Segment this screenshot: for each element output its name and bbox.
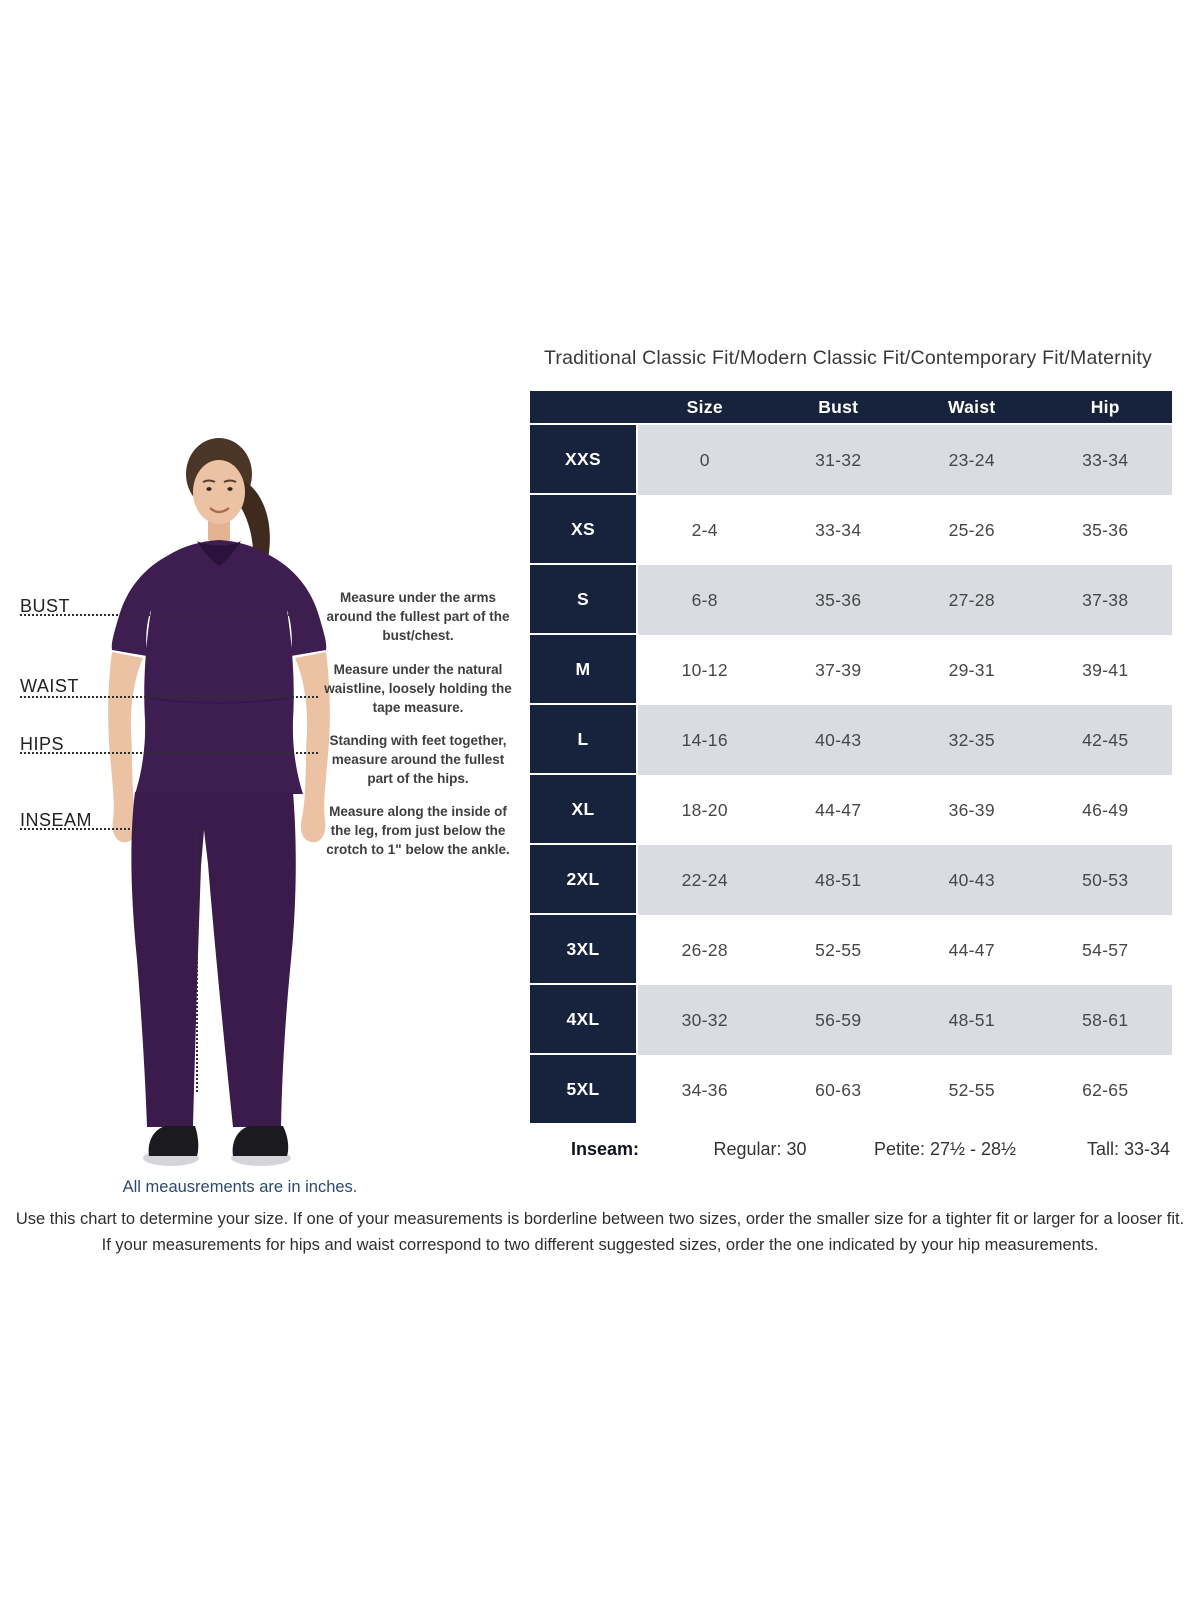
cell-hip: 37-38 — [1038, 565, 1172, 635]
waist-measure-line — [20, 696, 318, 698]
column-header-waist: Waist — [947, 396, 996, 417]
inseam-label: Inseam: — [570, 1138, 640, 1159]
column-header-bust: Bust — [818, 396, 859, 417]
table-row: M 10-12 37-39 29-31 39-41 — [530, 635, 1172, 705]
cell-size: 14-16 — [638, 705, 772, 775]
table-row: 4XL 30-32 56-59 48-51 58-61 — [530, 985, 1172, 1055]
table-row: XS 2-4 33-34 25-26 35-36 — [530, 495, 1172, 565]
cell-bust: 40-43 — [771, 705, 905, 775]
cell-waist: 44-47 — [948, 939, 995, 960]
row-label: 3XL — [530, 915, 638, 985]
instruction-inseam: Measure along the inside of the leg, fro… — [326, 804, 510, 857]
row-label: XXS — [530, 425, 638, 495]
cell-bust: 31-32 — [771, 425, 905, 495]
cell-size: 34-36 — [681, 1079, 728, 1100]
bust-measure-line — [20, 614, 318, 616]
cell-size: 10-12 — [681, 659, 728, 680]
footnote: Use this chart to determine your size. I… — [0, 1206, 1200, 1258]
table-row: 2XL 22-24 48-51 40-43 50-53 — [530, 845, 1172, 915]
label-inseam: INSEAM — [20, 810, 93, 830]
cell-waist: 52-55 — [948, 1079, 995, 1100]
cell-bust: 35-36 — [771, 565, 905, 635]
inseam-row: Inseam: Regular: 30 Petite: 27½ - 28½ Ta… — [530, 1127, 1172, 1171]
cell-size: 26-28 — [681, 939, 728, 960]
footnote-line-1: Use this chart to determine your size. I… — [15, 1210, 1185, 1228]
cell-waist: 36-39 — [948, 799, 995, 820]
cell-size: 22-24 — [638, 845, 772, 915]
row-label: M — [530, 635, 638, 705]
label-hips: HIPS — [20, 734, 65, 754]
cell-bust: 44-47 — [815, 799, 862, 820]
inseam-measure-line — [20, 828, 142, 830]
cell-bust: 60-63 — [815, 1079, 862, 1100]
size-table: Size Bust Waist Hip XXS 0 31-32 23-24 33… — [530, 391, 1172, 1171]
label-waist: WAIST — [20, 676, 79, 696]
table-row: S 6-8 35-36 27-28 37-38 — [530, 565, 1172, 635]
row-label: 4XL — [530, 985, 638, 1055]
cell-bust: 37-39 — [815, 659, 862, 680]
cell-hip: 33-34 — [1038, 425, 1172, 495]
cell-hip: 54-57 — [1082, 939, 1129, 960]
instruction-bust: Measure under the arms around the fulles… — [326, 590, 510, 643]
inseam-tall: Tall: 33-34 — [1086, 1138, 1170, 1159]
table-row: 5XL 34-36 60-63 52-55 62-65 — [530, 1055, 1172, 1125]
model-illustration — [108, 438, 330, 1166]
header-spacer — [530, 391, 638, 423]
cell-hip: 46-49 — [1082, 799, 1129, 820]
model-figure — [85, 430, 350, 1170]
row-label: 5XL — [530, 1055, 638, 1125]
row-label: 2XL — [530, 845, 638, 915]
instruction-hips: Standing with feet together, measure aro… — [329, 733, 507, 786]
cell-waist: 48-51 — [905, 985, 1039, 1055]
cell-waist: 27-28 — [905, 565, 1039, 635]
cell-bust: 56-59 — [771, 985, 905, 1055]
cell-size: 18-20 — [681, 799, 728, 820]
chart-title: Traditional Classic Fit/Modern Classic F… — [544, 347, 1152, 369]
footnote-line-2: If your measurements for hips and waist … — [101, 1236, 1099, 1254]
row-label: XL — [530, 775, 638, 845]
cell-hip: 39-41 — [1082, 659, 1129, 680]
cell-size: 6-8 — [638, 565, 772, 635]
table-row: L 14-16 40-43 32-35 42-45 — [530, 705, 1172, 775]
inseam-petite: Petite: 27½ - 28½ — [873, 1138, 1017, 1159]
cell-waist: 29-31 — [948, 659, 995, 680]
cell-waist: 23-24 — [905, 425, 1039, 495]
table-header-row: Size Bust Waist Hip — [530, 391, 1172, 425]
cell-bust: 52-55 — [815, 939, 862, 960]
inseam-vertical-line — [196, 830, 198, 1092]
cell-bust: 33-34 — [815, 519, 862, 540]
cell-hip: 42-45 — [1038, 705, 1172, 775]
cell-bust: 48-51 — [771, 845, 905, 915]
column-header-size: Size — [686, 396, 723, 417]
cell-hip: 50-53 — [1038, 845, 1172, 915]
cell-size: 30-32 — [638, 985, 772, 1055]
row-label: XS — [530, 495, 638, 565]
cell-hip: 62-65 — [1082, 1079, 1129, 1100]
table-row: 3XL 26-28 52-55 44-47 54-57 — [530, 915, 1172, 985]
instruction-waist: Measure under the natural waistline, loo… — [324, 662, 512, 715]
hips-measure-line — [20, 752, 318, 754]
cell-size: 2-4 — [691, 519, 718, 540]
cell-size: 0 — [638, 425, 772, 495]
table-row: XXS 0 31-32 23-24 33-34 — [530, 425, 1172, 495]
cell-hip: 58-61 — [1038, 985, 1172, 1055]
row-label: L — [530, 705, 638, 775]
column-header-hip: Hip — [1090, 396, 1120, 417]
cell-waist: 32-35 — [905, 705, 1039, 775]
label-bust: BUST — [20, 596, 71, 616]
cell-waist: 40-43 — [905, 845, 1039, 915]
inseam-regular: Regular: 30 — [713, 1138, 807, 1159]
table-row: XL 18-20 44-47 36-39 46-49 — [530, 775, 1172, 845]
row-label: S — [530, 565, 638, 635]
units-caption: All meausrements are in inches. — [122, 1178, 358, 1196]
cell-waist: 25-26 — [948, 519, 995, 540]
cell-hip: 35-36 — [1082, 519, 1129, 540]
